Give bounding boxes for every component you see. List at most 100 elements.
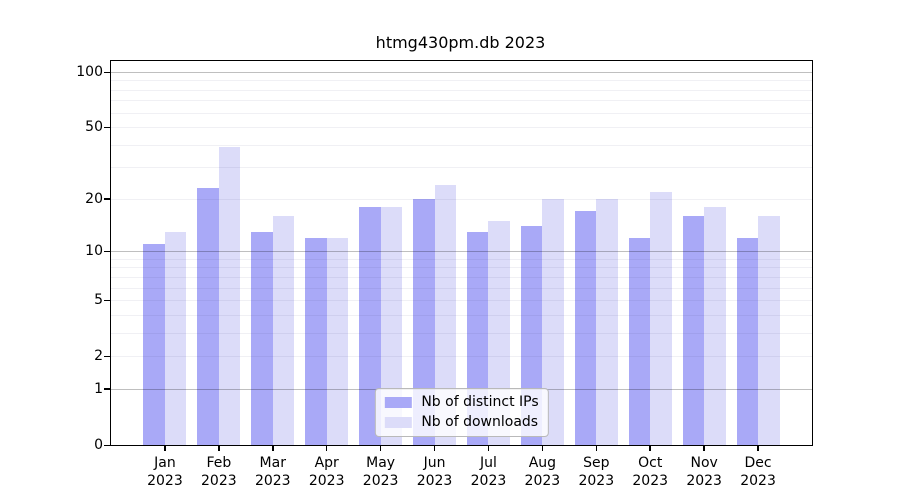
x-axis-tick [757,446,759,451]
x-axis-tick [541,446,544,451]
bar-downloads [704,207,726,445]
bar-downloads [218,146,241,445]
x-axis-tick-label: Jan 2023 [133,454,197,490]
year-label: 2023 [578,473,615,489]
minor-gridline [111,112,812,114]
bar-downloads [650,191,672,445]
bar-downloads [758,216,780,445]
x-axis-tick-label: Jun 2023 [403,454,467,490]
x-axis-tick-label: Jul 2023 [456,454,520,490]
month-label: Jan [154,455,176,471]
x-axis-tick-label: Dec 2023 [726,454,790,490]
year-label: 2023 [632,473,669,489]
x-axis-tick [433,446,436,451]
legend-label-downloads: Nb of downloads [421,414,539,430]
x-axis-tick-label: Oct 2023 [618,454,682,490]
bar-distinct-ips [628,237,651,445]
year-label: 2023 [147,473,183,489]
chart-title: htmg430pm.db 2023 [375,33,546,52]
month-label: Sep [583,455,610,471]
month-label: Feb [206,455,232,471]
year-label: 2023 [308,473,345,489]
y-axis-tick [104,299,110,302]
y-axis-tick-label: 100 [76,64,103,80]
x-axis-tick [272,446,274,451]
x-axis-tick-label: Aug 2023 [510,454,574,490]
bar-downloads [326,237,349,445]
x-axis-tick-label: Apr 2023 [295,454,359,490]
month-label: Oct [638,455,663,471]
bar-downloads [164,231,187,445]
month-label: Aug [528,455,557,471]
legend-entry: Nb of distinct IPs [384,394,539,410]
x-axis-tick [164,446,166,451]
minor-gridline [111,167,812,169]
y-axis-tick-label: 50 [85,119,103,136]
month-label: Dec [744,455,772,471]
bar-distinct-ips [736,237,759,445]
x-axis-tick-label: Mar 2023 [241,454,305,490]
bar-downloads [434,184,457,445]
legend-label-distinct-ips: Nb of distinct IPs [421,394,539,410]
x-axis-tick [703,446,705,451]
bar-distinct-ips [143,244,165,445]
y-axis-tick [104,71,110,73]
x-axis-tick [649,446,651,451]
bar-distinct-ips [251,231,273,445]
bar-distinct-ips [197,188,219,445]
year-label: 2023 [524,473,561,489]
x-axis-tick [325,446,328,451]
minor-gridline [111,144,812,146]
bar-distinct-ips [413,198,435,445]
bar-distinct-ips [574,211,597,445]
year-label: 2023 [362,473,399,489]
legend-swatch-distinct-ips [384,397,412,408]
month-label: Nov [690,455,718,471]
y-axis-tick-label: 5 [94,292,103,309]
bar-downloads [272,216,295,445]
legend-swatch-downloads [384,417,412,428]
y-axis-tick-label: 0 [94,437,103,453]
year-label: 2023 [416,473,453,489]
minor-gridline [111,127,812,129]
minor-gridline [111,100,812,102]
bar-downloads [542,198,564,445]
minor-gridline [111,89,812,91]
year-label: 2023 [686,473,722,489]
year-label: 2023 [470,473,507,489]
month-label: Mar [259,455,286,471]
y-axis-tick-label: 2 [94,348,103,365]
legend-entry: Nb of downloads [384,415,538,430]
y-axis-tick-label: 20 [85,190,103,207]
bar-distinct-ips [359,207,381,445]
y-axis-tick [104,444,110,446]
y-axis-tick-label: 1 [94,380,103,397]
bar-distinct-ips [305,237,327,445]
y-axis-tick [104,388,110,390]
y-axis-tick [104,198,110,200]
legend: Nb of distinct IPs Nb of downloads [374,388,549,437]
bar-downloads [380,207,403,445]
x-axis-tick-label: Sep 2023 [564,454,628,490]
year-label: 2023 [254,473,291,489]
minor-gridline [111,80,812,82]
y-axis-tick [104,126,110,129]
x-axis-tick-label: Feb 2023 [187,454,251,490]
y-axis-tick [104,355,110,358]
x-axis-tick [379,446,382,451]
x-axis-tick [218,446,220,451]
plot-area: Nb of distinct IPs Nb of downloads 0 1 2 5 10… [76,60,813,489]
bar-distinct-ips [682,216,705,445]
x-axis-tick-label: May 2023 [349,454,413,490]
month-label: Jul [480,455,497,471]
major-gridline [111,72,812,73]
y-axis-tick [104,250,110,253]
year-label: 2023 [740,473,776,489]
month-label: May [366,455,396,471]
y-axis-tick-label: 10 [85,243,103,260]
x-axis-tick [595,446,598,451]
x-axis-tick [487,446,490,451]
year-label: 2023 [201,473,237,489]
month-label: Jun [423,455,446,471]
